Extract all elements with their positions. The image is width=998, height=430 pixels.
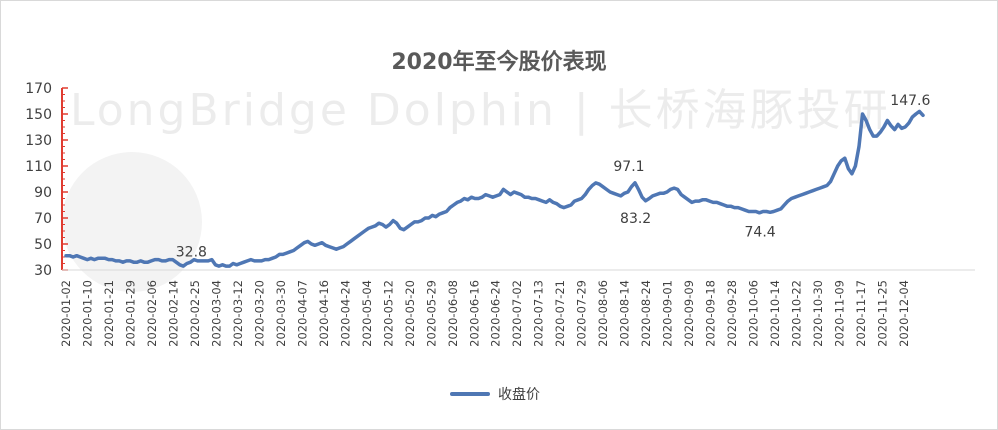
x-tick-label: 2020-06-24 (489, 280, 503, 347)
x-tick-label: 2020-07-29 (575, 280, 589, 347)
x-tick-label: 2020-05-12 (381, 280, 395, 347)
y-tick-label: 170 (25, 81, 52, 97)
y-tick-label: 90 (34, 185, 52, 201)
x-tick-label: 2020-02-06 (145, 280, 159, 347)
x-tick-label: 2020-10-30 (811, 280, 825, 347)
y-tick-label: 50 (34, 237, 52, 253)
x-tick-label: 2020-05-20 (403, 280, 417, 347)
x-tick-label: 2020-08-06 (596, 280, 610, 347)
x-tick-label: 2020-02-25 (188, 280, 202, 347)
x-tick-label: 2020-09-28 (725, 280, 739, 347)
data-label: 74.4 (745, 224, 776, 240)
y-tick-label: 30 (34, 263, 52, 279)
y-tick-label: 130 (25, 133, 52, 149)
x-tick-label: 2020-12-04 (897, 280, 911, 347)
x-tick-label: 2020-06-08 (446, 280, 460, 347)
x-tick-label: 2020-02-14 (166, 280, 180, 347)
x-tick-label: 2020-05-29 (424, 280, 438, 347)
x-tick-label: 2020-04-24 (338, 280, 352, 347)
series-line-close-price (64, 109, 925, 268)
chart-title: 2020年至今股价表现 (391, 50, 607, 75)
legend-swatch (450, 392, 490, 396)
x-tick-label: 2020-11-09 (833, 280, 847, 347)
x-tick-label: 2020-01-29 (123, 280, 137, 347)
x-tick-label: 2020-10-06 (747, 280, 761, 347)
x-tick-label: 2020-04-16 (317, 280, 331, 347)
data-label: 32.8 (176, 244, 207, 260)
x-tick-label: 2020-09-09 (682, 280, 696, 347)
x-tick-label: 2020-11-17 (854, 280, 868, 347)
y-tick-label: 110 (25, 159, 52, 175)
x-tick-label: 2020-03-04 (209, 280, 223, 347)
x-tick-label: 2020-08-24 (639, 280, 653, 347)
x-tick-label: 2020-03-30 (274, 280, 288, 347)
x-tick-label: 2020-01-21 (102, 280, 116, 347)
data-label: 147.6 (890, 93, 930, 109)
x-tick-label: 2020-01-02 (59, 280, 73, 347)
x-tick-label: 2020-07-13 (532, 280, 546, 347)
x-tick-label: 2020-09-18 (704, 280, 718, 347)
x-tick-label: 2020-10-14 (768, 280, 782, 347)
x-tick-label: 2020-05-04 (360, 280, 374, 347)
x-tick-label: 2020-01-10 (80, 280, 94, 347)
data-label: 97.1 (613, 159, 644, 175)
y-tick-label: 150 (25, 107, 52, 123)
watermark-logo (62, 152, 202, 292)
watermark-text: LongBridge Dolphin | 长桥海豚投研 (70, 85, 891, 136)
y-tick-label: 70 (34, 211, 52, 227)
x-tick-label: 2020-03-12 (231, 280, 245, 347)
x-tick-label: 2020-04-07 (295, 280, 309, 347)
x-tick-label: 2020-06-16 (467, 280, 481, 347)
x-tick-label: 2020-03-20 (252, 280, 266, 347)
x-tick-label: 2020-09-01 (661, 280, 675, 347)
x-tick-label: 2020-07-21 (553, 280, 567, 347)
x-tick-label: 2020-11-25 (876, 280, 890, 347)
x-tick-label: 2020-10-22 (790, 280, 804, 347)
legend: 收盘价 (450, 384, 540, 404)
x-tick-label: 2020-07-02 (510, 280, 524, 347)
data-label: 83.2 (620, 211, 651, 227)
x-tick-label: 2020-08-14 (618, 280, 632, 347)
legend-label: 收盘价 (498, 387, 540, 403)
